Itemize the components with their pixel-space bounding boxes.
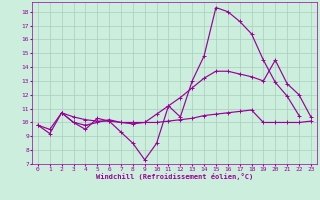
X-axis label: Windchill (Refroidissement éolien,°C): Windchill (Refroidissement éolien,°C): [96, 173, 253, 180]
